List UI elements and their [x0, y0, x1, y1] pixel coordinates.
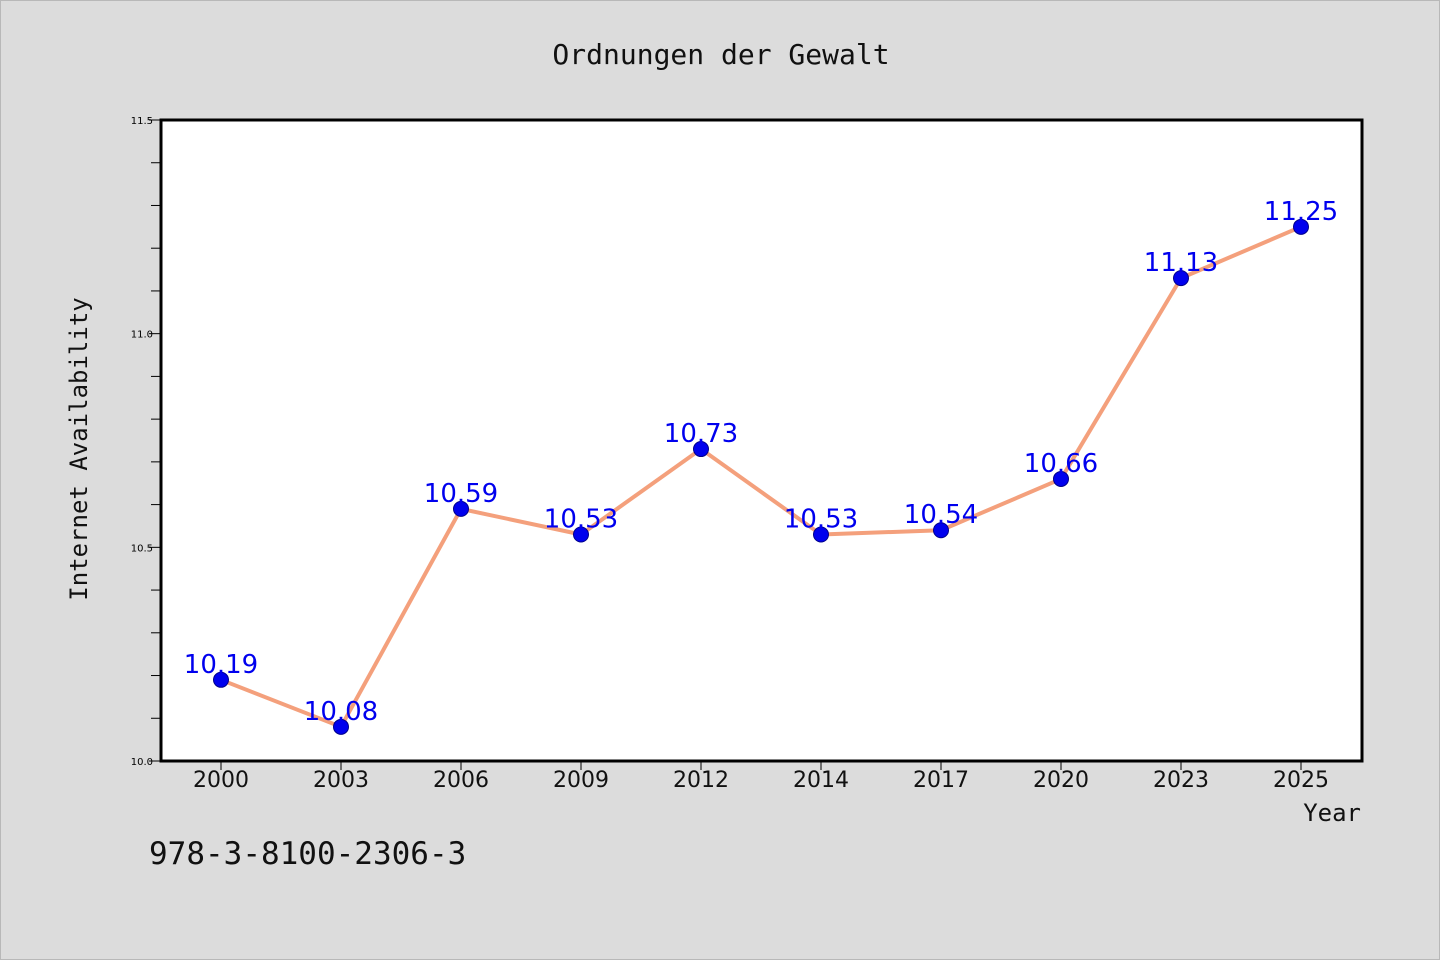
data-point	[813, 526, 829, 543]
data-label: 10.08	[304, 697, 378, 727]
data-label: 10.73	[664, 419, 738, 449]
data-point	[693, 441, 709, 458]
data-point	[573, 526, 589, 543]
chart-title: Ordnungen der Gewalt	[552, 38, 889, 71]
data-label: 11.25	[1264, 197, 1338, 227]
series-line	[219, 224, 1303, 729]
data-point	[213, 671, 229, 688]
y-axis: 10.0 10.5 11.0 11.5	[131, 116, 161, 768]
y-tick-label: 10.5	[131, 543, 153, 554]
data-point	[1173, 270, 1189, 287]
data-label: 11.13	[1144, 248, 1218, 278]
x-tick-label: 2025	[1273, 768, 1329, 793]
y-tick-label: 11.0	[131, 330, 153, 341]
x-tick-label: 2000	[193, 768, 249, 793]
data-label: 10.54	[904, 500, 978, 530]
x-tick-label: 2006	[433, 768, 489, 793]
data-point	[933, 522, 949, 539]
data-point	[453, 500, 469, 517]
x-tick-label: 2017	[913, 768, 969, 793]
data-point	[333, 718, 349, 735]
data-label: 10.66	[1024, 449, 1098, 479]
data-label: 10.53	[544, 505, 618, 535]
x-tick-label: 2023	[1153, 768, 1209, 793]
data-point	[1053, 470, 1069, 487]
x-tick-label: 2020	[1033, 768, 1089, 793]
plot-area	[159, 118, 1364, 763]
data-point	[1293, 218, 1309, 235]
isbn-code: 978-3-8100-2306-3	[149, 836, 466, 872]
x-axis-label: Year	[1303, 799, 1361, 827]
data-label: 10.19	[184, 650, 258, 680]
series-layer: 10.19 10.08 10.59 10.53 10.73 10.53 10.54 10.66…	[184, 197, 1338, 735]
x-tick-label: 2012	[673, 768, 729, 793]
x-tick-label: 2009	[553, 768, 609, 793]
y-tick-label: 11.5	[131, 116, 153, 127]
data-label: 10.53	[784, 505, 858, 535]
x-tick-label: 2014	[793, 768, 849, 793]
x-axis: 2000 2003 2006 2009 2012 2014 2017 2020 2023 2025	[193, 761, 1329, 793]
data-label: 10.59	[424, 479, 498, 509]
x-tick-label: 2003	[313, 768, 369, 793]
y-axis-label: Internet Availability	[65, 297, 93, 600]
y-tick-label: 10.0	[131, 757, 153, 768]
